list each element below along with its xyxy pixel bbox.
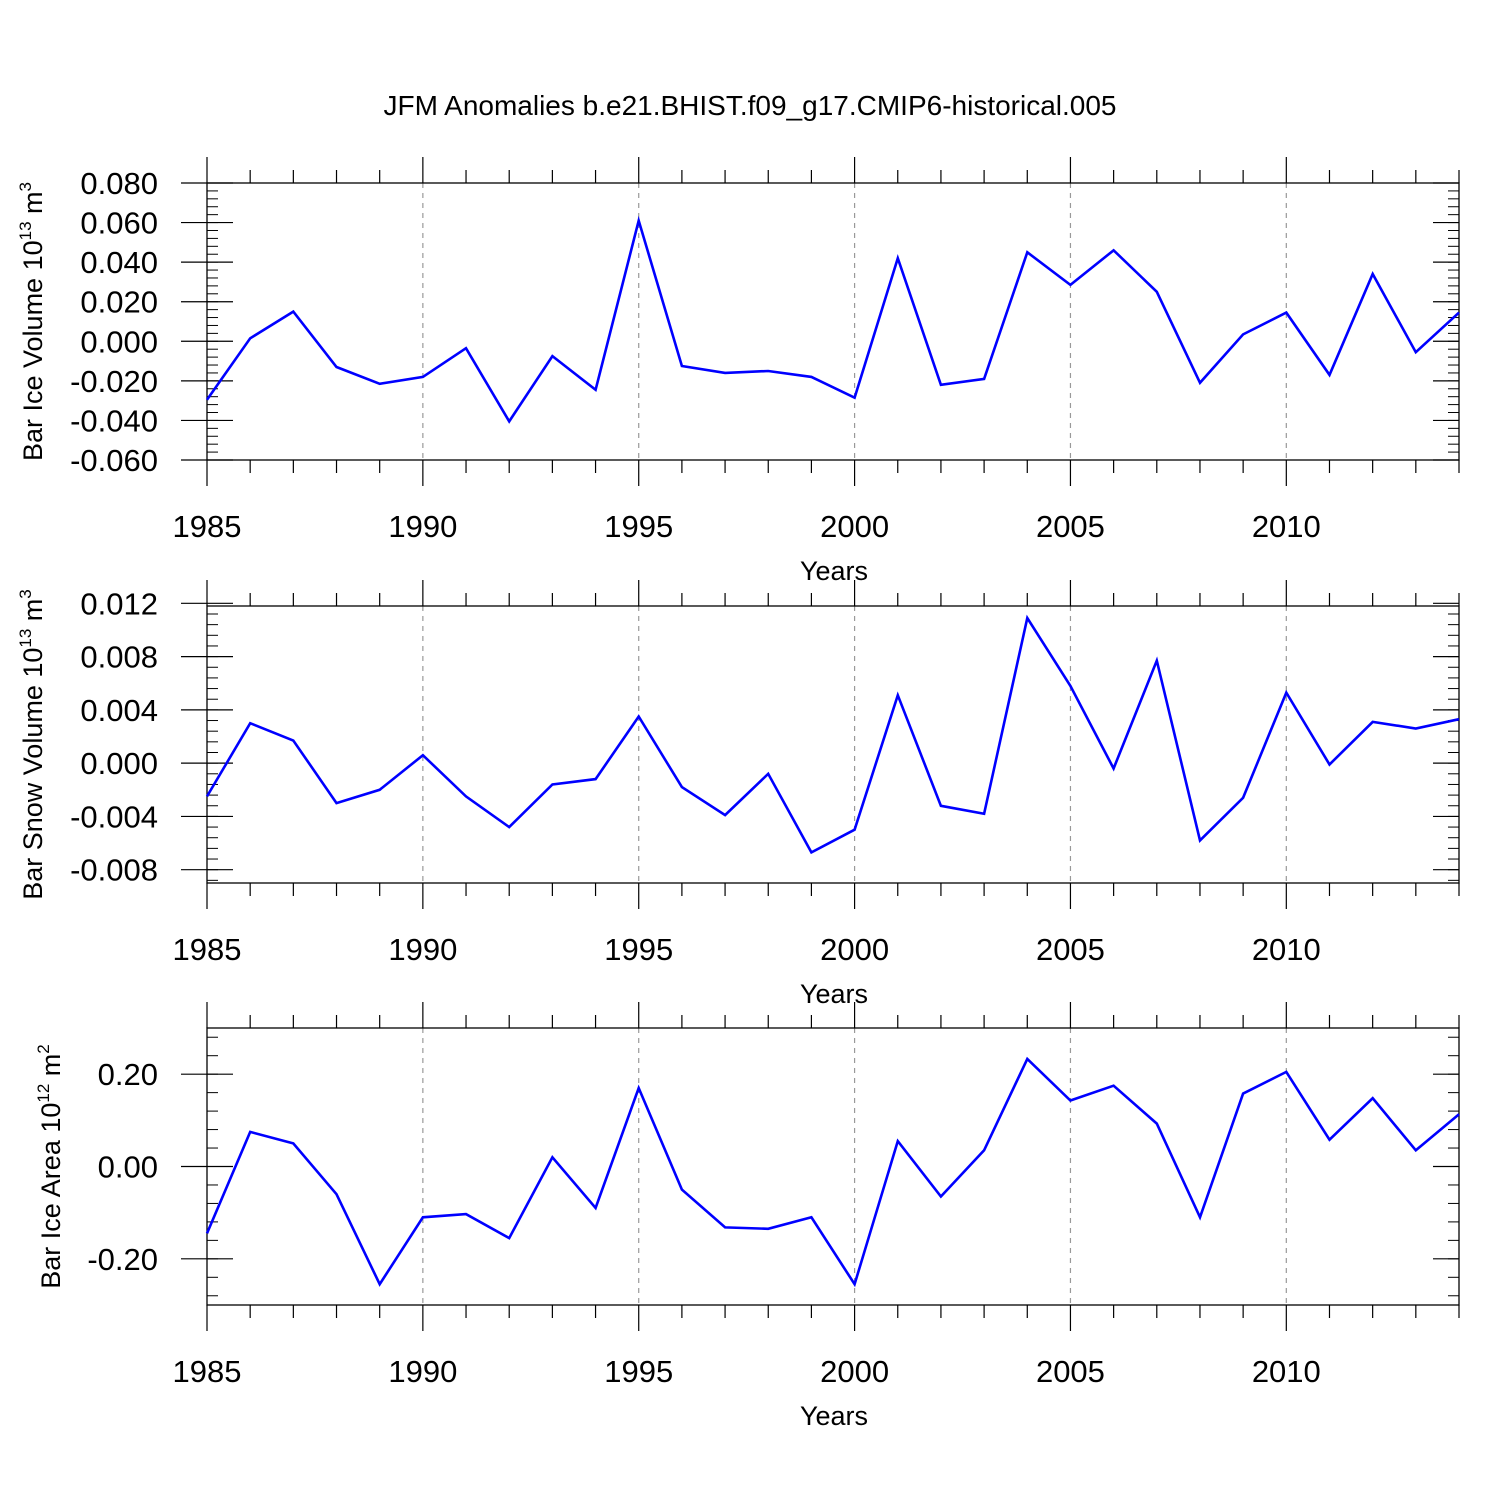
series-line [205,215,1460,424]
x-tick-label: 2005 [1036,509,1105,544]
x-tick-label: 1985 [173,509,242,544]
y-tick-label: 0.080 [80,166,158,201]
y-tick-label: 0.040 [80,245,158,280]
y-axis-label: Bar Ice Volume 1013 m3 [16,182,48,461]
x-tick-label: 2005 [1036,932,1105,967]
y-tick-label: -0.060 [70,443,158,478]
x-tick-label: 1990 [388,509,457,544]
y-tick-label: 0.00 [98,1150,158,1185]
x-axis-label: Years [800,1401,868,1431]
y-tick-label: 0.000 [80,746,158,781]
x-tick-label: 2000 [820,509,889,544]
plot-frame [206,182,1460,461]
x-tick-label: 2010 [1252,932,1321,967]
y-axis-label: Bar Snow Volume 1013 m3 [16,589,48,900]
chart-panel-2: -0.008 -0.004 0.000 0.004 0.008 0.012 1985 1990… [16,580,1460,1009]
y-tick-label: 0.004 [80,693,158,728]
y-tick-label: -0.20 [87,1242,158,1277]
plot-frame [206,1027,1460,1306]
chart-panel-1: -0.060 -0.040 -0.020 0.000 0.020 0.040 0.060 0.… [16,157,1460,586]
y-axis-label: Bar Ice Area 1012 m2 [34,1044,66,1289]
y-tick-label: -0.020 [70,364,158,399]
x-tick-label: 2000 [820,1354,889,1389]
chart-panel-3: -0.20 0.00 0.20 1985 1990 1995 2000 2005 2010 Yea… [34,1002,1460,1431]
chart-title: JFM Anomalies b.e21.BHIST.f09_g17.CMIP6-… [383,90,1117,121]
series-line [205,614,1460,855]
series-line [205,1056,1460,1288]
y-tick-label: 0.060 [80,206,158,241]
x-tick-label: 1995 [604,932,673,967]
y-tick-label: -0.040 [70,403,158,438]
y-tick-label: -0.004 [70,799,158,834]
x-tick-label: 2005 [1036,1354,1105,1389]
y-tick-label: 0.020 [80,285,158,320]
x-tick-label: 1985 [173,1354,242,1389]
x-tick-label: 1995 [604,509,673,544]
y-tick-label: 0.000 [80,324,158,359]
plot-frame [206,605,1460,884]
x-axis-label: Years [800,979,868,1009]
x-tick-label: 2010 [1252,509,1321,544]
y-tick-label: 0.012 [80,586,158,621]
x-tick-label: 2000 [820,932,889,967]
y-tick-label: -0.008 [70,853,158,888]
x-tick-label: 2010 [1252,1354,1321,1389]
y-tick-label: 0.20 [98,1057,158,1092]
x-axis-label: Years [800,556,868,586]
x-tick-label: 1995 [604,1354,673,1389]
x-tick-label: 1990 [388,1354,457,1389]
x-tick-label: 1985 [173,932,242,967]
y-tick-label: 0.008 [80,640,158,675]
x-tick-label: 1990 [388,932,457,967]
